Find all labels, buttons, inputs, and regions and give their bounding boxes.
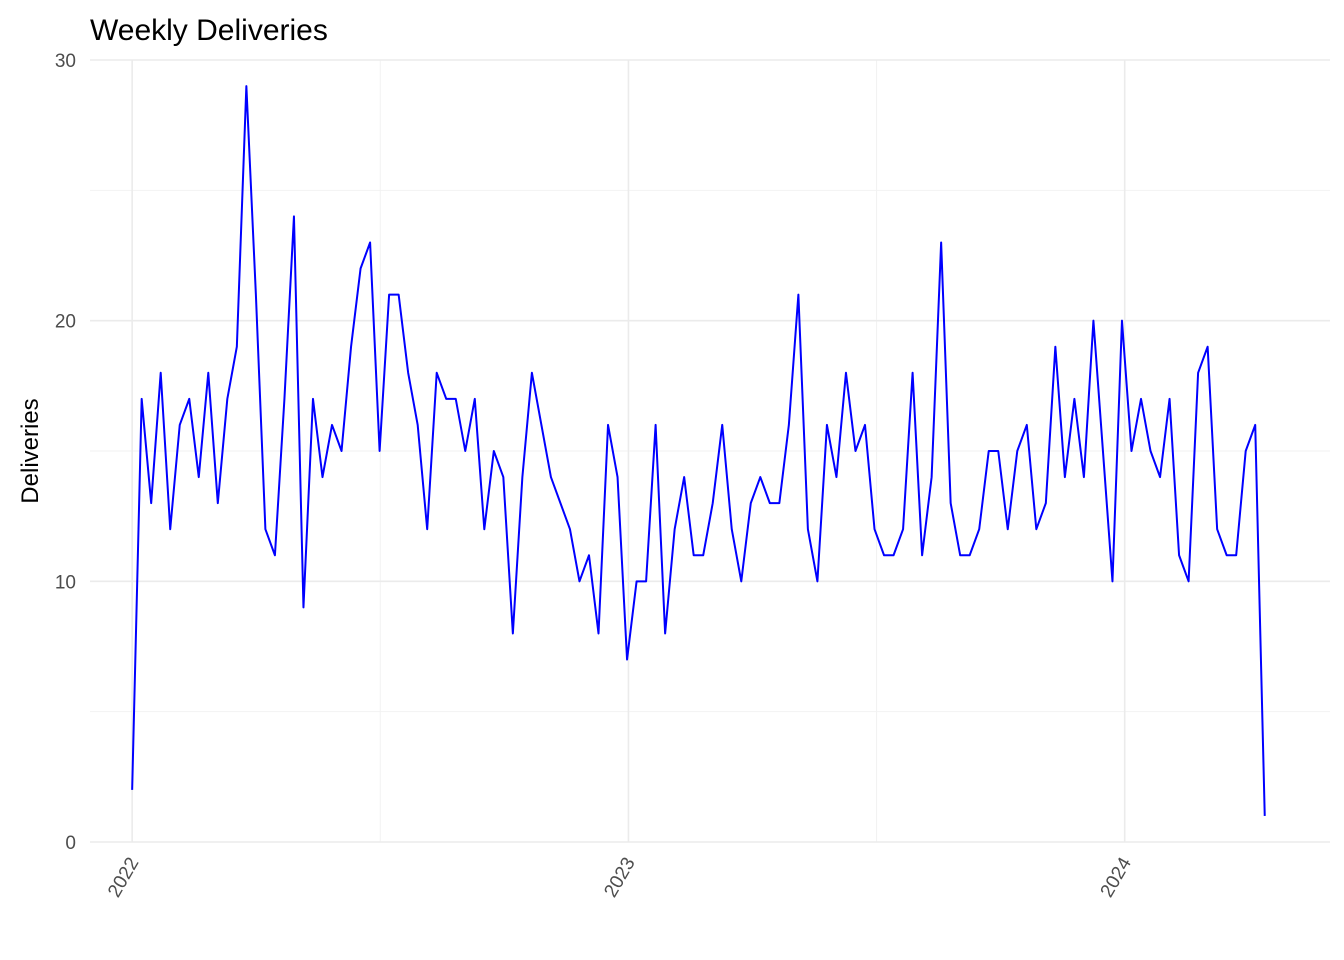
grid-lines: [90, 59, 1330, 843]
y-axis-ticks: 0 10 20 30: [55, 51, 76, 854]
series-line: [131, 85, 1266, 816]
chart-title: Weekly Deliveries: [90, 14, 328, 47]
y-tick-label: 20: [55, 312, 76, 333]
x-tick-label: 2022: [104, 854, 143, 901]
y-tick-label: 30: [55, 51, 76, 72]
y-tick-label: 0: [65, 833, 76, 854]
x-axis-ticks: 2022 2023 2024: [104, 854, 1136, 901]
y-tick-label: 10: [55, 572, 76, 593]
y-axis-label: Deliveries: [17, 398, 44, 503]
x-tick-label: 2023: [600, 854, 639, 901]
x-tick-label: 2024: [1097, 854, 1137, 901]
